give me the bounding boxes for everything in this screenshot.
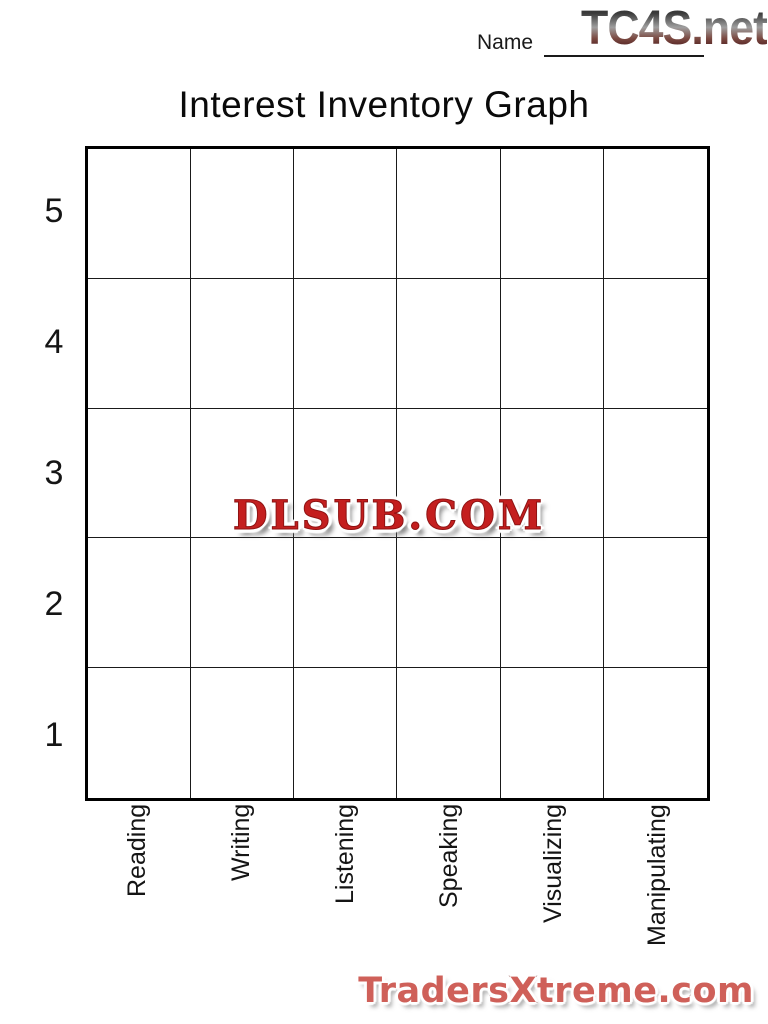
row-label: 2 xyxy=(44,585,64,623)
grid-cell xyxy=(191,278,295,409)
inventory-grid xyxy=(85,146,710,801)
grid-cell xyxy=(603,538,707,669)
grid-cell xyxy=(603,409,707,539)
grid-cell xyxy=(191,668,295,798)
grid-cell xyxy=(500,278,604,409)
grid-cell xyxy=(603,279,707,409)
tradersxtreme-logo: TradersXtreme.com xyxy=(357,970,754,1012)
page-title: Interest Inventory Graph xyxy=(178,84,590,125)
column-label: Visualizing xyxy=(539,804,568,924)
row-label: 5 xyxy=(44,192,64,230)
grid-cell xyxy=(501,668,604,798)
grid-cell xyxy=(500,538,604,669)
grid-cell xyxy=(88,538,192,669)
column-label: Manipulating xyxy=(643,804,672,946)
grid-cell xyxy=(294,149,398,279)
grid-cell xyxy=(397,408,501,539)
name-blank-line xyxy=(544,34,704,57)
grid-cell xyxy=(397,278,501,409)
grid-cell xyxy=(191,408,295,539)
tc4s-logo: TC4S.net xyxy=(580,2,768,55)
grid-cell xyxy=(294,538,398,669)
column-label: Speaking xyxy=(435,804,464,909)
grid-cell xyxy=(88,278,192,409)
row-labels: 5 4 3 2 1 xyxy=(30,146,78,801)
grid-cell xyxy=(88,668,192,798)
grid-cell xyxy=(191,149,295,279)
column-label: Writing xyxy=(226,804,255,882)
grid-cell xyxy=(500,149,604,279)
dlsub-watermark: DLSUB.COM xyxy=(232,492,546,540)
column-labels: Reading Writing Listening Speaking Visualizi… xyxy=(85,804,710,969)
grid-cell xyxy=(397,668,501,798)
grid-cell xyxy=(500,408,604,539)
grid-cell xyxy=(397,149,501,279)
row-label: 3 xyxy=(44,454,64,492)
grid-cell xyxy=(88,149,192,279)
row-label: 4 xyxy=(44,323,64,361)
grid-cell xyxy=(191,538,295,669)
grid-cell xyxy=(294,408,398,539)
grid-cell xyxy=(88,408,192,539)
name-label: Name xyxy=(477,31,534,54)
column-label: Listening xyxy=(330,804,359,905)
grid-cell xyxy=(294,278,398,409)
grid-cell xyxy=(603,149,707,279)
grid-cell xyxy=(294,668,398,798)
grid-cell xyxy=(604,668,707,798)
grid-cell xyxy=(397,538,501,669)
column-label: Reading xyxy=(122,804,151,898)
row-label: 1 xyxy=(44,716,64,754)
